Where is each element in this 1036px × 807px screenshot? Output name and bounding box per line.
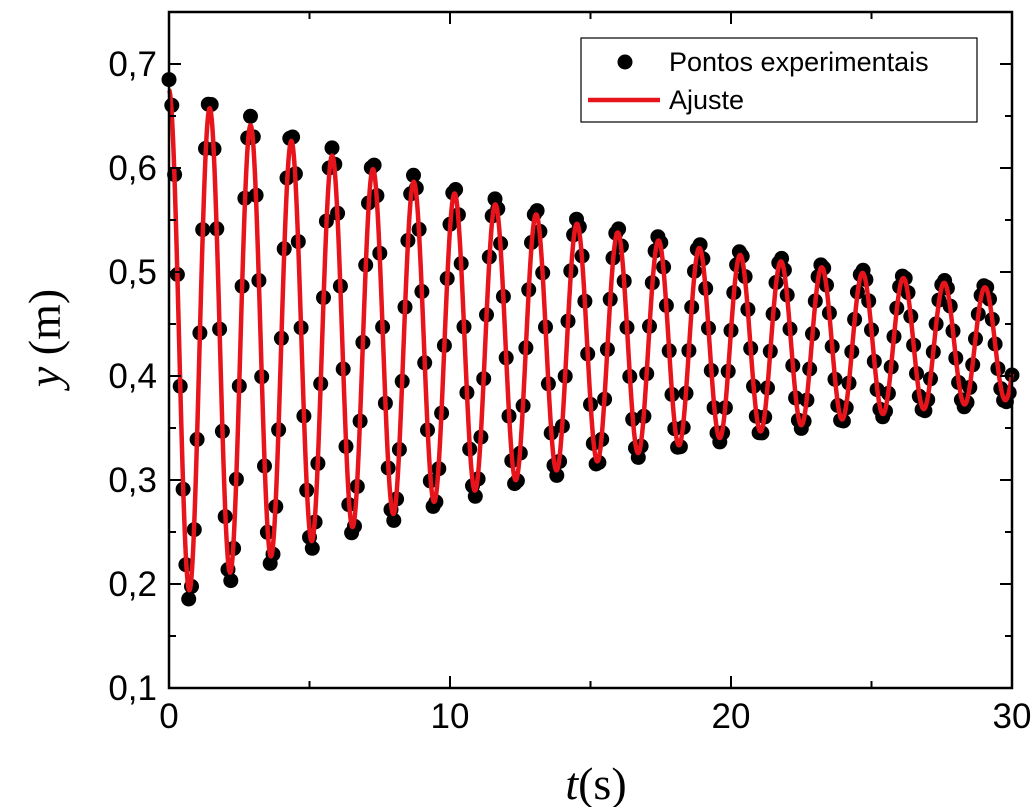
legend-points-label: Pontos experimentais [669,47,929,77]
data-point [467,488,483,504]
y-tick-label: 0,6 [108,149,157,188]
data-point [324,140,340,156]
y-axis-title: y (m) [19,289,70,391]
data-point [304,540,320,556]
y-tick-label: 0,5 [108,253,157,292]
fit-line-layer [167,88,1015,593]
y-tick-label: 0,4 [108,357,157,396]
y-tick-label: 0,3 [108,461,157,500]
axis-ticks [168,12,1013,689]
legend-points-marker [617,54,633,70]
legend-fit-label: Ajuste [669,85,744,115]
data-point [243,108,258,124]
data-point [630,449,646,465]
x-tick-label: 10 [431,697,470,736]
data-point [549,467,565,483]
fit-line [167,88,1015,593]
data-point [223,573,239,589]
y-tick-label: 0,1 [108,669,157,708]
data-point [181,591,197,607]
x-tick-label: 0 [159,697,178,736]
x-tick-label: 20 [712,697,751,736]
tick-labels: 0 10 20 30 0,1 0,2 0,3 0,4 0,5 0,6 0,7 [108,45,1031,736]
y-tick-label: 0,7 [108,45,157,84]
y-tick-label: 0,2 [108,565,157,604]
data-point [448,182,464,197]
legend: Pontos experimentais Ajuste [580,37,978,123]
data-point [386,512,402,528]
x-tick-label: 30 [993,697,1032,736]
x-axis-title: t(s) [565,758,626,807]
data-point [406,167,421,183]
legend-box [580,37,978,123]
